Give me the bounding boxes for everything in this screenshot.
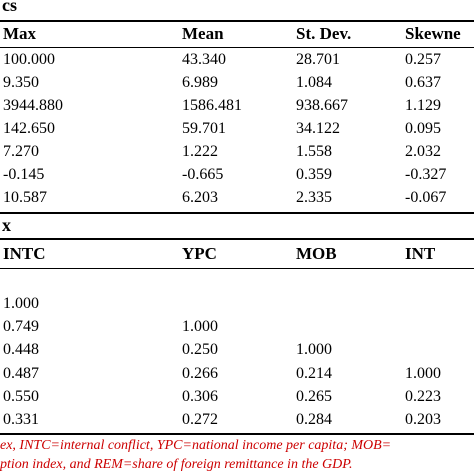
table1-row: 142.650 59.701 34.122 0.095: [0, 119, 474, 139]
table1-cell: 10.587: [3, 189, 47, 206]
table2-cell: 0.487: [3, 365, 39, 382]
table2-header-mob: MOB: [296, 244, 337, 263]
table1-row: 7.270 1.222 1.558 2.032: [0, 142, 474, 162]
table2-bottom-rule: [0, 433, 474, 435]
table1-cell: 100.000: [3, 51, 55, 68]
table1-cell: 938.667: [296, 97, 348, 114]
table2-cell: 0.223: [405, 388, 441, 405]
table2-top-rule: [0, 238, 474, 240]
table2-cell: 0.550: [3, 388, 39, 405]
table1-cell: 1.222: [182, 143, 218, 160]
table2-cell: 0.250: [182, 341, 218, 358]
table2-header-ypc: YPC: [182, 244, 217, 263]
table1-row: 3944.880 1586.481 938.667 1.129: [0, 96, 474, 116]
table1-cell: -0.665: [182, 166, 224, 183]
table2-cell: 0.448: [3, 341, 39, 358]
table2-cell: 1.000: [3, 295, 39, 312]
table1-top-rule: [0, 20, 474, 22]
table2-header-row: INTC YPC MOB INT: [0, 243, 474, 265]
table1-cell: 1.084: [296, 74, 332, 91]
table1-header-mean: Mean: [182, 24, 224, 43]
table1-cell: 6.989: [182, 74, 218, 91]
table2-row: 0.487 0.266 0.214 1.000: [0, 364, 474, 384]
table2-cell: 0.331: [3, 411, 39, 428]
table1-header-skewness: Skewne: [405, 24, 461, 43]
table1-header-rule: [0, 47, 474, 48]
table1-cell: 34.122: [296, 120, 340, 137]
table1-cell: 1.129: [405, 97, 441, 114]
table2-cell: 0.272: [182, 411, 218, 428]
table1-cell: 7.270: [3, 143, 39, 160]
table1-header-max: Max: [3, 24, 37, 43]
table1-cell: 0.637: [405, 74, 441, 91]
table1-cell: -0.145: [3, 166, 45, 183]
table2-row: 0.448 0.250 1.000: [0, 340, 474, 360]
table2-cell: 1.000: [296, 341, 332, 358]
table2-row: 0.749 1.000: [0, 317, 474, 337]
table1-cell: 9.350: [3, 74, 39, 91]
table2-header-intc: INTC: [3, 244, 46, 263]
table2-cell: 0.749: [3, 318, 39, 335]
table1-cell: 2.032: [405, 143, 441, 160]
footnote-line-1: ex, INTC=internal conflict, YPC=national…: [0, 438, 392, 453]
table2-row: 0.331 0.272 0.284 0.203: [0, 410, 474, 430]
table1-cell: 6.203: [182, 189, 218, 206]
table2-cell: 0.266: [182, 365, 218, 382]
table1-cell: 0.095: [405, 120, 441, 137]
table1-cell: -0.327: [405, 166, 447, 183]
table1-cell: 28.701: [296, 51, 340, 68]
table1-cell: 142.650: [3, 120, 55, 137]
table1-cell: 0.257: [405, 51, 441, 68]
table1-header-row: Max Mean St. Dev. Skewne: [0, 23, 474, 45]
table1-cell: 43.340: [182, 51, 226, 68]
table2-row: 1.000: [0, 294, 474, 314]
table1-cell: -0.067: [405, 189, 447, 206]
table2-cell: 1.000: [182, 318, 218, 335]
table2-cell: 0.203: [405, 411, 441, 428]
table1-bottom-rule: [0, 212, 474, 214]
table1-row: 9.350 6.989 1.084 0.637: [0, 73, 474, 93]
table1-cell: 2.335: [296, 189, 332, 206]
table2-cell: 1.000: [405, 365, 441, 382]
table2-header-int: INT: [405, 244, 436, 263]
table1-cell: 1586.481: [182, 97, 242, 114]
table2-cell: 0.265: [296, 388, 332, 405]
footnote-line-2: ption index, and REM=share of foreign re…: [0, 457, 353, 472]
table1-cell: 3944.880: [3, 97, 63, 114]
table2-cell: 0.214: [296, 365, 332, 382]
table1-cell: 0.359: [296, 166, 332, 183]
table2-cell: 0.284: [296, 411, 332, 428]
table1-cell: 1.558: [296, 143, 332, 160]
table2-cell: 0.306: [182, 388, 218, 405]
table2-caption-fragment: x: [2, 215, 11, 235]
table1-row: -0.145 -0.665 0.359 -0.327: [0, 165, 474, 185]
table1-row: 100.000 43.340 28.701 0.257: [0, 50, 474, 70]
table1-row: 10.587 6.203 2.335 -0.067: [0, 188, 474, 208]
table2-row: 0.550 0.306 0.265 0.223: [0, 387, 474, 407]
table1-caption-fragment: cs: [2, 0, 17, 15]
table2-header-rule: [0, 268, 474, 269]
table1-cell: 59.701: [182, 120, 226, 137]
table1-header-stdev: St. Dev.: [296, 24, 352, 43]
